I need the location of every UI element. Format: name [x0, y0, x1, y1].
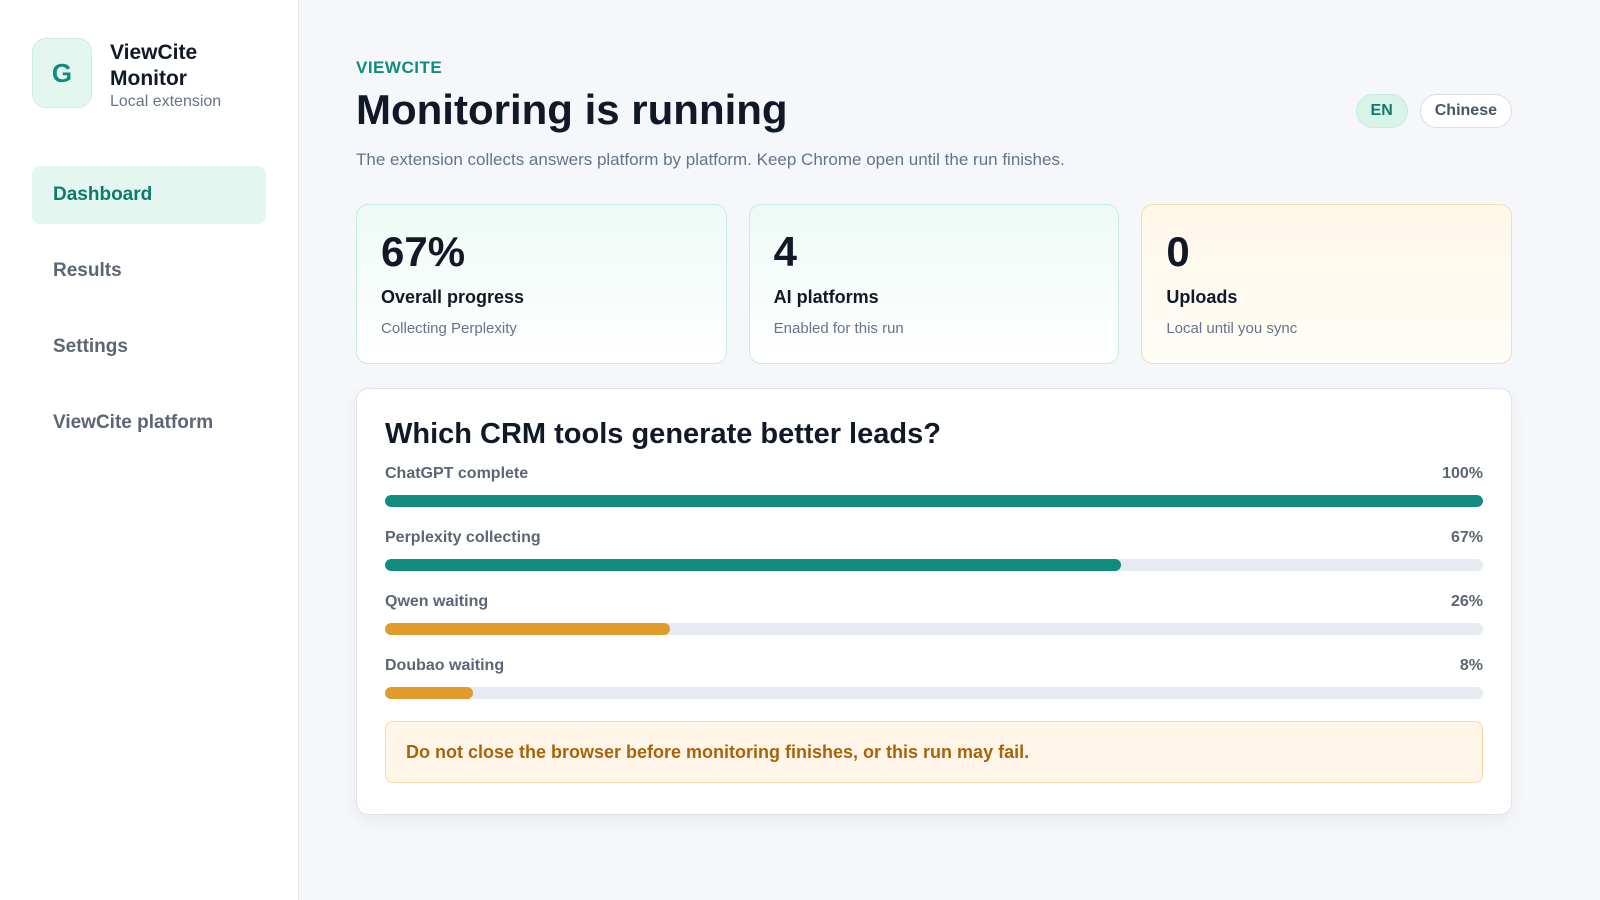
page-subtitle: The extension collects answers platform …: [356, 150, 1065, 169]
progress-bar-fill: [385, 559, 1121, 571]
progress-track: [385, 559, 1483, 571]
stat-sublabel: Collecting Perplexity: [381, 320, 517, 337]
platform-progress-list: ChatGPT complete 100% Perplexity collect…: [385, 465, 1483, 699]
brand: G ViewCite Monitor Local extension: [32, 38, 266, 112]
query-progress-panel: Which CRM tools generate better leads? C…: [356, 388, 1512, 815]
progress-row-chatgpt: ChatGPT complete 100%: [385, 465, 1483, 507]
stat-value: 0: [1166, 228, 1190, 275]
stat-card-uploads: 0 Uploads Local until you sync: [1141, 204, 1513, 364]
sidebar-item-dashboard[interactable]: Dashboard: [32, 166, 266, 224]
stat-sublabel: Local until you sync: [1166, 320, 1298, 337]
stat-label: AI platforms: [773, 287, 879, 307]
progress-percent: 26%: [1450, 593, 1483, 610]
stat-card-overall-progress: 67% Overall progress Collecting Perplexi…: [356, 204, 727, 364]
warning-banner: Do not close the browser before monitori…: [385, 721, 1483, 783]
progress-bar-fill: [385, 623, 671, 635]
progress-row-qwen: Qwen waiting 26%: [385, 593, 1483, 635]
stat-sublabel: Enabled for this run: [773, 320, 904, 337]
progress-track: [385, 623, 1483, 635]
language-switch: EN Chinese: [1355, 94, 1512, 128]
stats-row: 67% Overall progress Collecting Perplexi…: [356, 204, 1513, 364]
progress-track: [385, 495, 1483, 507]
brand-text: ViewCite Monitor Local extension: [110, 38, 240, 112]
stat-label: Overall progress: [381, 287, 525, 307]
progress-row-perplexity: Perplexity collecting 67%: [385, 529, 1483, 571]
progress-label: ChatGPT complete: [385, 465, 529, 482]
eyebrow-label: VIEWCITE: [356, 58, 443, 77]
stat-card-ai-platforms: 4 AI platforms Enabled for this run: [748, 204, 1120, 364]
sidebar-nav: Dashboard Results Settings ViewCite plat…: [32, 166, 266, 452]
stat-label: Uploads: [1166, 287, 1238, 307]
app-title: ViewCite Monitor: [110, 41, 198, 90]
progress-percent: 67%: [1450, 529, 1483, 546]
title-row: Monitoring is running EN Chinese: [356, 86, 1512, 134]
progress-label: Doubao waiting: [385, 657, 505, 674]
progress-bar-fill: [385, 687, 473, 699]
app-subtitle: Local extension: [110, 93, 222, 110]
stat-value: 4: [773, 228, 798, 275]
language-en-button[interactable]: EN: [1355, 94, 1408, 128]
progress-bar-fill: [385, 495, 1483, 507]
progress-percent: 8%: [1459, 657, 1483, 674]
sidebar-item-viewcite-platform[interactable]: ViewCite platform: [53, 412, 214, 433]
sidebar-item-settings[interactable]: Settings: [53, 336, 128, 357]
sidebar: G ViewCite Monitor Local extension Dashb…: [0, 0, 299, 900]
progress-label: Perplexity collecting: [385, 529, 541, 546]
query-title: Which CRM tools generate better leads?: [385, 418, 941, 450]
progress-track: [385, 687, 1483, 699]
stat-value: 67%: [381, 228, 466, 275]
language-chinese-button[interactable]: Chinese: [1419, 94, 1512, 128]
page-title: Monitoring is running: [356, 86, 788, 133]
progress-label: Qwen waiting: [385, 593, 489, 610]
progress-percent: 100%: [1442, 465, 1483, 482]
main-content: VIEWCITE Monitoring is running EN Chines…: [299, 0, 1600, 900]
sidebar-item-results[interactable]: Results: [53, 260, 122, 281]
logo-icon: G: [32, 38, 92, 108]
progress-row-doubao: Doubao waiting 8%: [385, 657, 1483, 699]
